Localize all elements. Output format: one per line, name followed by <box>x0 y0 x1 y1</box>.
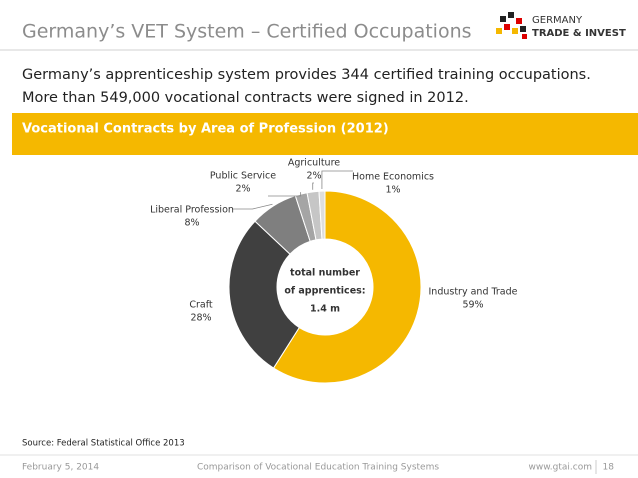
slide-title: Germany’s VET System – Certified Occupat… <box>22 21 472 43</box>
chart-title: Vocational Contracts by Area of Professi… <box>22 122 389 137</box>
intro-line: More than 549,000 vocational contracts w… <box>22 90 469 106</box>
footer-url: www.gtai.com <box>529 463 592 473</box>
category-label: Agriculture <box>288 158 340 169</box>
value-label: 8% <box>184 218 199 229</box>
category-label: Industry and Trade <box>429 287 518 298</box>
donut-chart: Industry and Trade 59% Craft 28% Liberal Pro… <box>150 158 518 384</box>
page-number: 18 <box>603 463 615 473</box>
category-label: Liberal Profession <box>150 205 234 216</box>
leader-line <box>312 182 314 190</box>
logo-text: GERMANY <box>532 15 583 26</box>
donut-hole <box>278 240 372 334</box>
category-label: Craft <box>189 300 213 311</box>
value-label: 1% <box>385 185 400 196</box>
logo-text: TRADE & INVEST <box>532 28 626 39</box>
donut-segment <box>318 190 326 240</box>
logo-mark <box>496 12 527 39</box>
value-label: 59% <box>462 300 483 311</box>
donut-segment <box>272 190 422 384</box>
footer-date: February 5, 2014 <box>22 463 99 473</box>
leader-line <box>321 170 353 190</box>
leader-line <box>268 192 302 197</box>
center-label: total number <box>290 268 360 279</box>
source: Source: Federal Statistical Office 2013 <box>22 439 185 449</box>
category-label: Public Service <box>210 171 276 182</box>
intro-line: Germany’s apprenticeship system provides… <box>22 67 591 83</box>
donut-segment <box>228 220 300 369</box>
center-label: of apprentices: <box>284 286 365 297</box>
leader-line <box>232 203 273 210</box>
value-label: 2% <box>306 171 321 182</box>
category-label: Home Economics <box>352 172 434 183</box>
value-label: 2% <box>235 184 250 195</box>
value-label: 28% <box>190 313 211 324</box>
center-label: 1.4 m <box>310 304 340 315</box>
footer-subtitle: Comparison of Vocational Education Train… <box>197 463 439 473</box>
chart-banner <box>12 113 638 155</box>
